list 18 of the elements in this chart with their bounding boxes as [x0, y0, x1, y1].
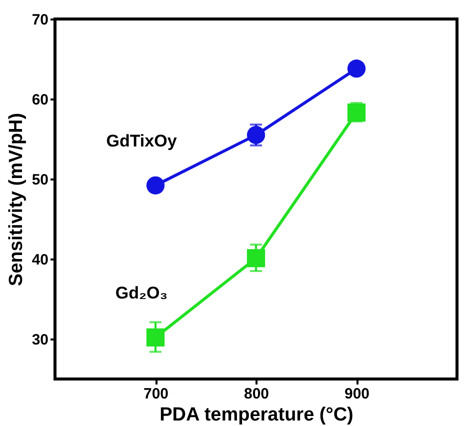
series-label: GdTixOy — [106, 131, 178, 150]
y-tick-label: 60 — [32, 92, 48, 108]
x-tick-label: 900 — [344, 386, 370, 402]
y-axis-title: Sensitivity (mV/pH) — [6, 112, 27, 286]
point — [146, 328, 165, 346]
series-label: Gd₂O₃ — [115, 283, 168, 302]
point — [246, 126, 266, 144]
point — [347, 60, 366, 78]
x-axis-title: PDA temperature (°C) — [160, 404, 354, 426]
y-tick-label: 30 — [32, 332, 48, 348]
x-tick-label: 800 — [244, 386, 270, 402]
point — [146, 176, 165, 194]
y-tick-label: 50 — [32, 172, 48, 188]
y-tick-label: 40 — [32, 252, 48, 268]
x-tick-label: 700 — [143, 386, 169, 402]
y-tick-label: 70 — [32, 12, 48, 28]
point — [246, 249, 266, 268]
point — [347, 104, 366, 122]
